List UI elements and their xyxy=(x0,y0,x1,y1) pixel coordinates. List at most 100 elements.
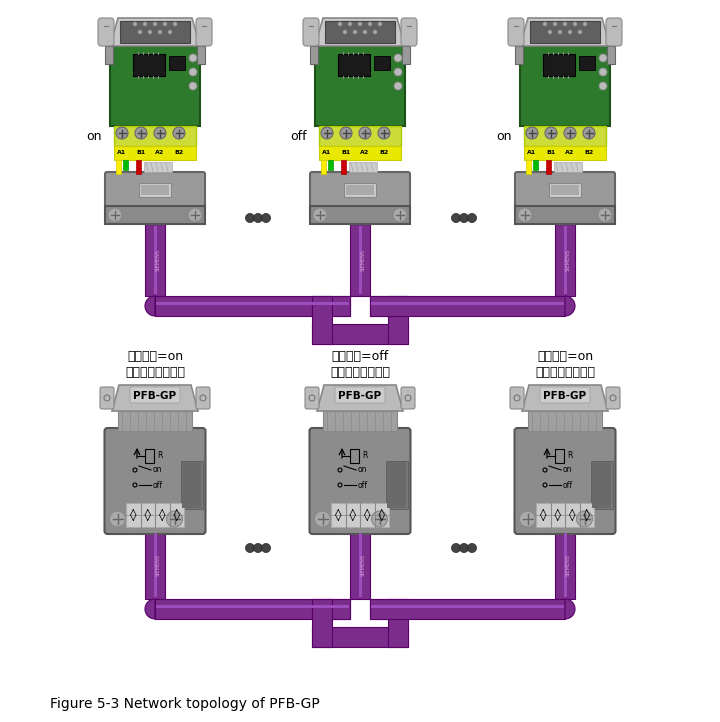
Circle shape xyxy=(459,214,469,222)
Text: on: on xyxy=(358,466,367,474)
Text: PFB-GP: PFB-GP xyxy=(133,391,176,401)
FancyBboxPatch shape xyxy=(540,387,590,403)
Circle shape xyxy=(253,544,263,552)
FancyBboxPatch shape xyxy=(305,387,319,409)
Text: on: on xyxy=(563,466,572,474)
Circle shape xyxy=(583,127,595,139)
Polygon shape xyxy=(317,385,403,411)
Bar xyxy=(350,224,370,296)
Circle shape xyxy=(578,30,582,34)
Bar xyxy=(371,302,564,305)
Bar xyxy=(139,183,171,197)
Text: 有终端和偏置电阻: 有终端和偏置电阻 xyxy=(535,365,595,378)
Text: SIEMENS: SIEMENS xyxy=(156,554,161,576)
Circle shape xyxy=(359,127,371,139)
Circle shape xyxy=(246,214,254,222)
Bar xyxy=(555,449,564,463)
Bar xyxy=(120,21,190,43)
Text: on: on xyxy=(153,466,163,474)
Circle shape xyxy=(340,127,352,139)
Polygon shape xyxy=(315,18,405,46)
Bar xyxy=(145,224,165,296)
Circle shape xyxy=(563,22,567,26)
Circle shape xyxy=(338,22,342,26)
Circle shape xyxy=(451,544,461,552)
Text: R: R xyxy=(567,451,572,461)
Bar xyxy=(169,56,185,70)
FancyBboxPatch shape xyxy=(401,387,415,409)
Circle shape xyxy=(168,30,172,34)
Circle shape xyxy=(467,544,477,552)
Text: off: off xyxy=(290,129,307,142)
Circle shape xyxy=(518,208,532,222)
Circle shape xyxy=(459,544,469,552)
Bar xyxy=(114,146,196,160)
Text: on: on xyxy=(86,129,102,142)
Text: B1: B1 xyxy=(136,150,145,155)
Bar xyxy=(536,503,594,527)
Circle shape xyxy=(548,30,552,34)
Circle shape xyxy=(154,127,166,139)
Bar xyxy=(520,46,610,126)
Bar xyxy=(126,503,184,527)
Bar xyxy=(118,411,192,431)
FancyBboxPatch shape xyxy=(401,18,417,46)
Bar xyxy=(370,599,565,619)
Bar xyxy=(312,599,332,647)
Circle shape xyxy=(166,511,182,527)
Bar xyxy=(110,46,200,126)
FancyBboxPatch shape xyxy=(303,18,319,46)
Bar xyxy=(319,146,401,160)
Bar xyxy=(341,160,346,174)
Bar xyxy=(387,462,405,508)
FancyBboxPatch shape xyxy=(130,387,180,403)
Text: R: R xyxy=(362,451,367,461)
Bar xyxy=(344,183,376,197)
Circle shape xyxy=(373,30,377,34)
Circle shape xyxy=(564,127,576,139)
Bar xyxy=(374,56,390,70)
Text: A1: A1 xyxy=(117,150,127,155)
Circle shape xyxy=(358,22,362,26)
Circle shape xyxy=(315,511,330,527)
Text: A1: A1 xyxy=(323,150,332,155)
Circle shape xyxy=(451,214,461,222)
Bar xyxy=(546,160,551,174)
Bar xyxy=(388,296,408,344)
Text: SIEMENS: SIEMENS xyxy=(565,554,570,576)
Circle shape xyxy=(163,22,167,26)
Text: off: off xyxy=(153,481,163,490)
FancyBboxPatch shape xyxy=(310,428,410,534)
Bar xyxy=(607,46,615,64)
Bar xyxy=(145,449,154,463)
Circle shape xyxy=(153,22,157,26)
Bar xyxy=(388,599,408,647)
Bar xyxy=(526,160,531,174)
Bar xyxy=(590,461,613,509)
Circle shape xyxy=(189,68,197,76)
Circle shape xyxy=(378,22,382,26)
FancyBboxPatch shape xyxy=(335,387,385,403)
Polygon shape xyxy=(110,18,200,46)
Bar xyxy=(181,461,202,509)
Circle shape xyxy=(394,54,402,62)
Text: B2: B2 xyxy=(585,150,593,155)
Circle shape xyxy=(189,54,197,62)
Circle shape xyxy=(353,30,357,34)
Bar xyxy=(554,162,582,172)
Bar xyxy=(528,411,602,431)
Circle shape xyxy=(378,127,390,139)
Circle shape xyxy=(599,82,607,90)
Bar xyxy=(549,183,581,197)
Bar xyxy=(312,627,408,647)
Bar xyxy=(323,411,397,431)
Circle shape xyxy=(343,30,347,34)
FancyBboxPatch shape xyxy=(515,428,616,534)
Text: Figure 5-3 Network topology of PFB-GP: Figure 5-3 Network topology of PFB-GP xyxy=(50,697,320,711)
Circle shape xyxy=(261,544,271,552)
Text: A2: A2 xyxy=(361,150,369,155)
Circle shape xyxy=(189,82,197,90)
Bar xyxy=(136,160,141,174)
Circle shape xyxy=(558,30,562,34)
Circle shape xyxy=(143,22,147,26)
